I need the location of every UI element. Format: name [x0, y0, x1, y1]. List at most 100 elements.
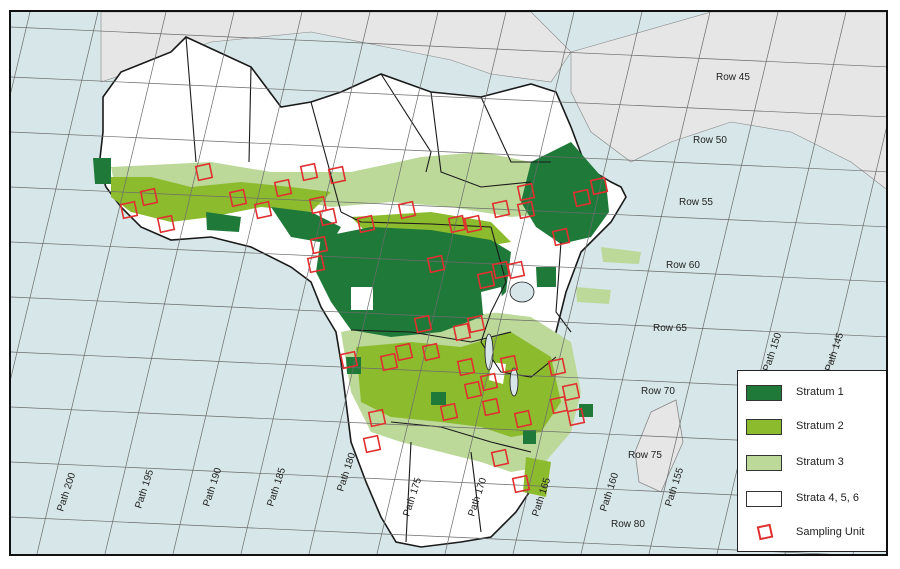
sampling-unit [421, 342, 441, 362]
row-label: Row 60 [666, 260, 700, 271]
sampling-units [119, 162, 609, 494]
path-label: Path 145 [823, 331, 846, 373]
sampling-unit [516, 182, 536, 202]
path-label: Path 190 [201, 466, 224, 508]
sampling-unit [561, 382, 581, 402]
sampling-unit [273, 178, 293, 198]
sampling-unit [228, 188, 248, 208]
sampling-unit [490, 448, 510, 468]
madagascar [634, 399, 684, 493]
grid-path-line [11, 12, 31, 94]
sampling-unit [426, 254, 446, 274]
row-label: Row 65 [653, 323, 687, 334]
sampling-unit [566, 407, 586, 427]
grid-path-line [36, 12, 167, 554]
grid-row-line [11, 76, 886, 118]
sampling-unit [447, 214, 467, 234]
sampling-unit [194, 162, 214, 182]
sampling-unit [253, 200, 273, 220]
sampling-unit [549, 395, 569, 415]
grid-path-line [11, 12, 99, 379]
sampling-unit [299, 162, 319, 182]
sampling-unit [397, 200, 417, 220]
sampling-unit [452, 322, 472, 342]
sampling-unit-symbol [756, 523, 774, 541]
row-label: Row 70 [641, 386, 675, 397]
grid-path-line [444, 12, 575, 554]
legend-label: Stratum 2 [796, 420, 844, 432]
legend-item-strata-4-5-6: Strata 4, 5, 6 [746, 489, 886, 511]
row-label: Row 75 [628, 450, 662, 461]
stratum-2-swatch [746, 419, 782, 435]
sampling-unit [589, 176, 609, 196]
legend-item-sampling-unit: Sampling Unit [746, 523, 886, 545]
sampling-unit [491, 199, 511, 219]
legend-label: Stratum 1 [796, 386, 844, 398]
sampling-unit [413, 314, 433, 334]
landsat-strata-map: Row 45 Row 50 Row 55 Row 60 Row 65 Row 70 Row … [11, 12, 886, 554]
legend-item-stratum-3: Stratum 3 [746, 453, 886, 475]
grid-row-line [11, 131, 886, 173]
sampling-unit [476, 270, 496, 290]
map-frame: Row 45 Row 50 Row 55 Row 60 Row 65 Row 70 Row … [9, 10, 888, 556]
path-label: Path 200 [55, 471, 78, 513]
legend-item-stratum-2: Stratum 2 [746, 417, 886, 439]
sampling-unit [551, 227, 571, 247]
row-labels: Row 45 Row 50 Row 55 Row 60 Row 65 Row 70 Row … [611, 72, 750, 530]
grid-path-line [512, 12, 643, 554]
grid-path-line [648, 12, 779, 554]
sampling-unit [156, 214, 176, 234]
sampling-unit [306, 254, 326, 274]
sampling-unit [394, 342, 414, 362]
non-forest-holes [351, 287, 506, 384]
sampling-unit [466, 314, 486, 334]
country-borders [185, 36, 572, 543]
grid-row-line [11, 296, 886, 338]
sampling-unit [513, 409, 533, 429]
row-label: Row 45 [716, 72, 750, 83]
row-label: Row 50 [693, 135, 727, 146]
strata-4-5-6-swatch [746, 491, 782, 507]
path-label: Path 160 [598, 471, 621, 513]
path-label: Path 185 [265, 466, 288, 508]
sampling-unit [463, 380, 483, 400]
sampling-unit [481, 397, 501, 417]
sampling-unit [511, 474, 531, 494]
sampling-unit [356, 214, 376, 234]
sampling-unit [318, 207, 338, 227]
stratum-3-swatch [746, 455, 782, 471]
sampling-unit [499, 354, 519, 374]
legend-label: Sampling Unit [796, 526, 865, 538]
sampling-unit [456, 357, 476, 377]
row-label: Row 55 [679, 197, 713, 208]
sampling-unit [516, 200, 536, 220]
sampling-unit [379, 352, 399, 372]
sampling-unit [362, 434, 382, 454]
map-legend: Stratum 1 Stratum 2 Stratum 3 Strata 4, … [737, 370, 886, 552]
sampling-unit [309, 235, 329, 255]
legend-label: Strata 4, 5, 6 [796, 492, 859, 504]
grid-row-line [11, 186, 886, 228]
legend-label: Stratum 3 [796, 456, 844, 468]
sampling-unit [547, 357, 567, 377]
grid-path-line [580, 12, 711, 554]
legend-item-stratum-1: Stratum 1 [746, 383, 886, 405]
sampling-unit [479, 372, 499, 392]
grid-row-line [11, 26, 886, 68]
grid-row-line [11, 241, 886, 283]
path-label: Path 195 [133, 468, 156, 510]
grid-path-line [240, 12, 371, 554]
sampling-unit [119, 200, 139, 220]
grid-path-line [308, 12, 439, 554]
sampling-unit [439, 402, 459, 422]
sampling-unit [139, 187, 159, 207]
stratum-1-swatch [746, 385, 782, 401]
grid-path-line [376, 12, 507, 554]
sampling-unit [339, 350, 359, 370]
sampling-unit [463, 214, 483, 234]
row-label: Row 80 [611, 519, 645, 530]
sampling-unit [572, 188, 592, 208]
path-label: Path 180 [335, 451, 358, 493]
grid-path-line [172, 12, 303, 554]
sampling-unit [367, 408, 387, 428]
